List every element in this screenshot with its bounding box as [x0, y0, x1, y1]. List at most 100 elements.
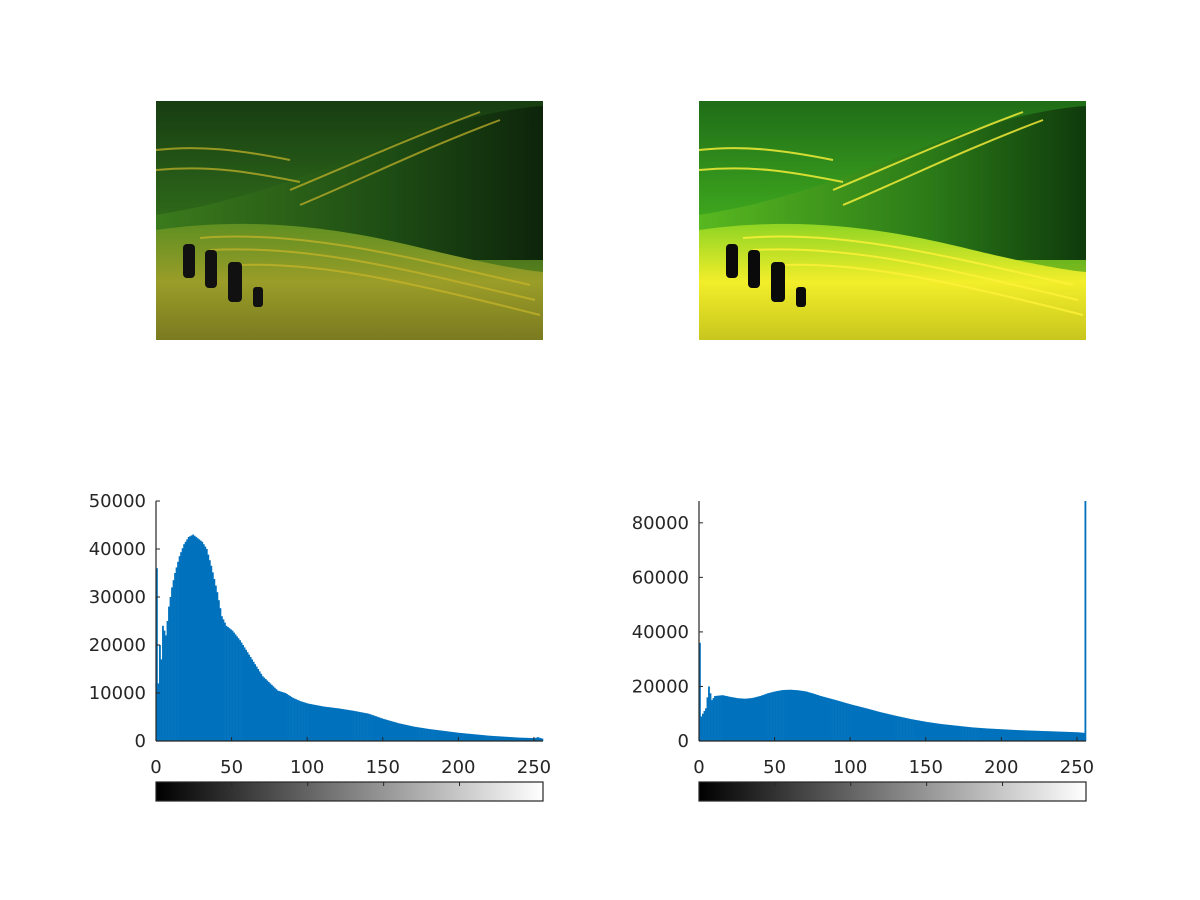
histogram-bar: [748, 698, 751, 741]
histogram-bar: [800, 690, 803, 741]
histogram-bar: [282, 692, 285, 741]
histogram-bar: [702, 713, 704, 741]
y-tick-label: 10000: [89, 683, 146, 704]
histogram-bar: [485, 735, 488, 741]
histogram-bar: [481, 735, 483, 741]
histogram-bar: [972, 727, 975, 741]
histogram-bar: [783, 689, 786, 741]
histogram-bar: [180, 552, 182, 741]
histogram-bar: [957, 725, 960, 741]
histogram-bar: [409, 725, 412, 741]
histogram-bar: [493, 736, 495, 741]
histogram-bar: [712, 698, 715, 741]
histogram-bar: [833, 699, 836, 741]
histogram-bar: [977, 727, 979, 741]
histogram-bar: [848, 704, 851, 741]
histogram-bar: [889, 714, 892, 741]
histogram-bar: [467, 733, 470, 741]
histogram-bar: [765, 693, 768, 741]
histogram-bar: [934, 723, 937, 741]
histogram-bar: [311, 704, 314, 741]
histogram-bar: [476, 734, 479, 741]
histogram-bar: [177, 561, 179, 741]
histogram-bar: [773, 691, 775, 741]
histogram-bar: [503, 736, 506, 741]
histogram-bar: [965, 726, 967, 741]
histogram-bar: [992, 728, 995, 741]
histogram-bar: [246, 652, 249, 741]
histogram-bar: [1054, 731, 1057, 741]
histogram-bar: [918, 720, 921, 741]
histogram-bar: [785, 689, 787, 741]
histogram-bar: [293, 698, 296, 741]
histogram-bar: [219, 608, 222, 741]
histogram-bar: [1060, 731, 1063, 741]
histogram-bar: [317, 705, 320, 741]
histogram-bar: [921, 721, 924, 741]
histogram-bar: [506, 736, 509, 741]
histogram-bar: [388, 720, 391, 741]
histogram-bar: [1004, 729, 1007, 741]
histogram-bar: [213, 579, 216, 741]
histogram-bar: [204, 546, 207, 741]
histogram-bar: [323, 706, 326, 741]
histogram-bar: [1008, 729, 1011, 741]
histogram-bar: [797, 690, 800, 741]
histogram-bar: [951, 725, 954, 741]
histogram-bar: [850, 704, 852, 741]
histogram-bar: [875, 711, 878, 741]
histogram-bar: [1024, 730, 1026, 741]
histogram-bar: [346, 709, 349, 741]
histogram-bar: [901, 717, 904, 741]
histogram-bar: [166, 621, 169, 741]
histogram-bar: [351, 710, 353, 741]
histogram-bar: [354, 711, 356, 741]
histogram-bar: [499, 736, 501, 741]
histogram-bar: [1007, 729, 1010, 741]
histogram-bar: [165, 635, 167, 741]
histogram-bar: [700, 716, 703, 741]
histogram-bar: [945, 724, 948, 741]
histogram-bar: [835, 700, 837, 741]
histogram-bar: [464, 733, 467, 741]
histogram-bar: [217, 600, 220, 741]
histogram-bar: [286, 693, 288, 741]
histogram-bar: [703, 711, 706, 741]
histogram-bar: [202, 544, 205, 741]
histogram-bar: [234, 634, 237, 741]
histogram-bar: [391, 721, 394, 741]
histogram-bar: [1001, 729, 1004, 741]
histogram-bar: [491, 735, 494, 741]
histogram-bar: [296, 699, 299, 741]
histogram-bar: [402, 724, 405, 741]
histogram-bar: [812, 693, 815, 741]
histogram-bar: [984, 728, 987, 741]
histogram-bar: [892, 715, 895, 741]
histogram-bar: [1013, 729, 1016, 741]
histogram-bar: [827, 698, 830, 741]
histogram-bar: [236, 636, 238, 741]
histogram-bar: [968, 727, 970, 741]
histogram-bar: [928, 722, 931, 741]
histogram-bar: [1039, 730, 1041, 741]
histogram-bar: [907, 718, 910, 741]
histogram-bar: [995, 728, 998, 741]
histogram-bar: [1005, 729, 1008, 741]
histogram-bar: [429, 729, 432, 741]
equalized-image: [699, 101, 1086, 340]
histogram-bar: [706, 697, 709, 741]
histogram-bar: [900, 716, 902, 741]
histogram-bar: [770, 692, 772, 741]
histogram-bar: [1082, 732, 1085, 741]
histogram-bar: [1014, 730, 1017, 741]
histogram-bar: [201, 541, 204, 741]
histogram-bar: [789, 689, 792, 741]
histogram-bar: [1025, 730, 1028, 741]
x-tick-label: 100: [290, 757, 324, 778]
histogram-bar: [515, 737, 518, 741]
histogram-bar: [1027, 730, 1029, 741]
histogram-bar: [983, 728, 986, 741]
histogram-bar: [804, 691, 807, 741]
histogram-bar: [426, 728, 429, 741]
histogram-bar: [462, 733, 465, 741]
